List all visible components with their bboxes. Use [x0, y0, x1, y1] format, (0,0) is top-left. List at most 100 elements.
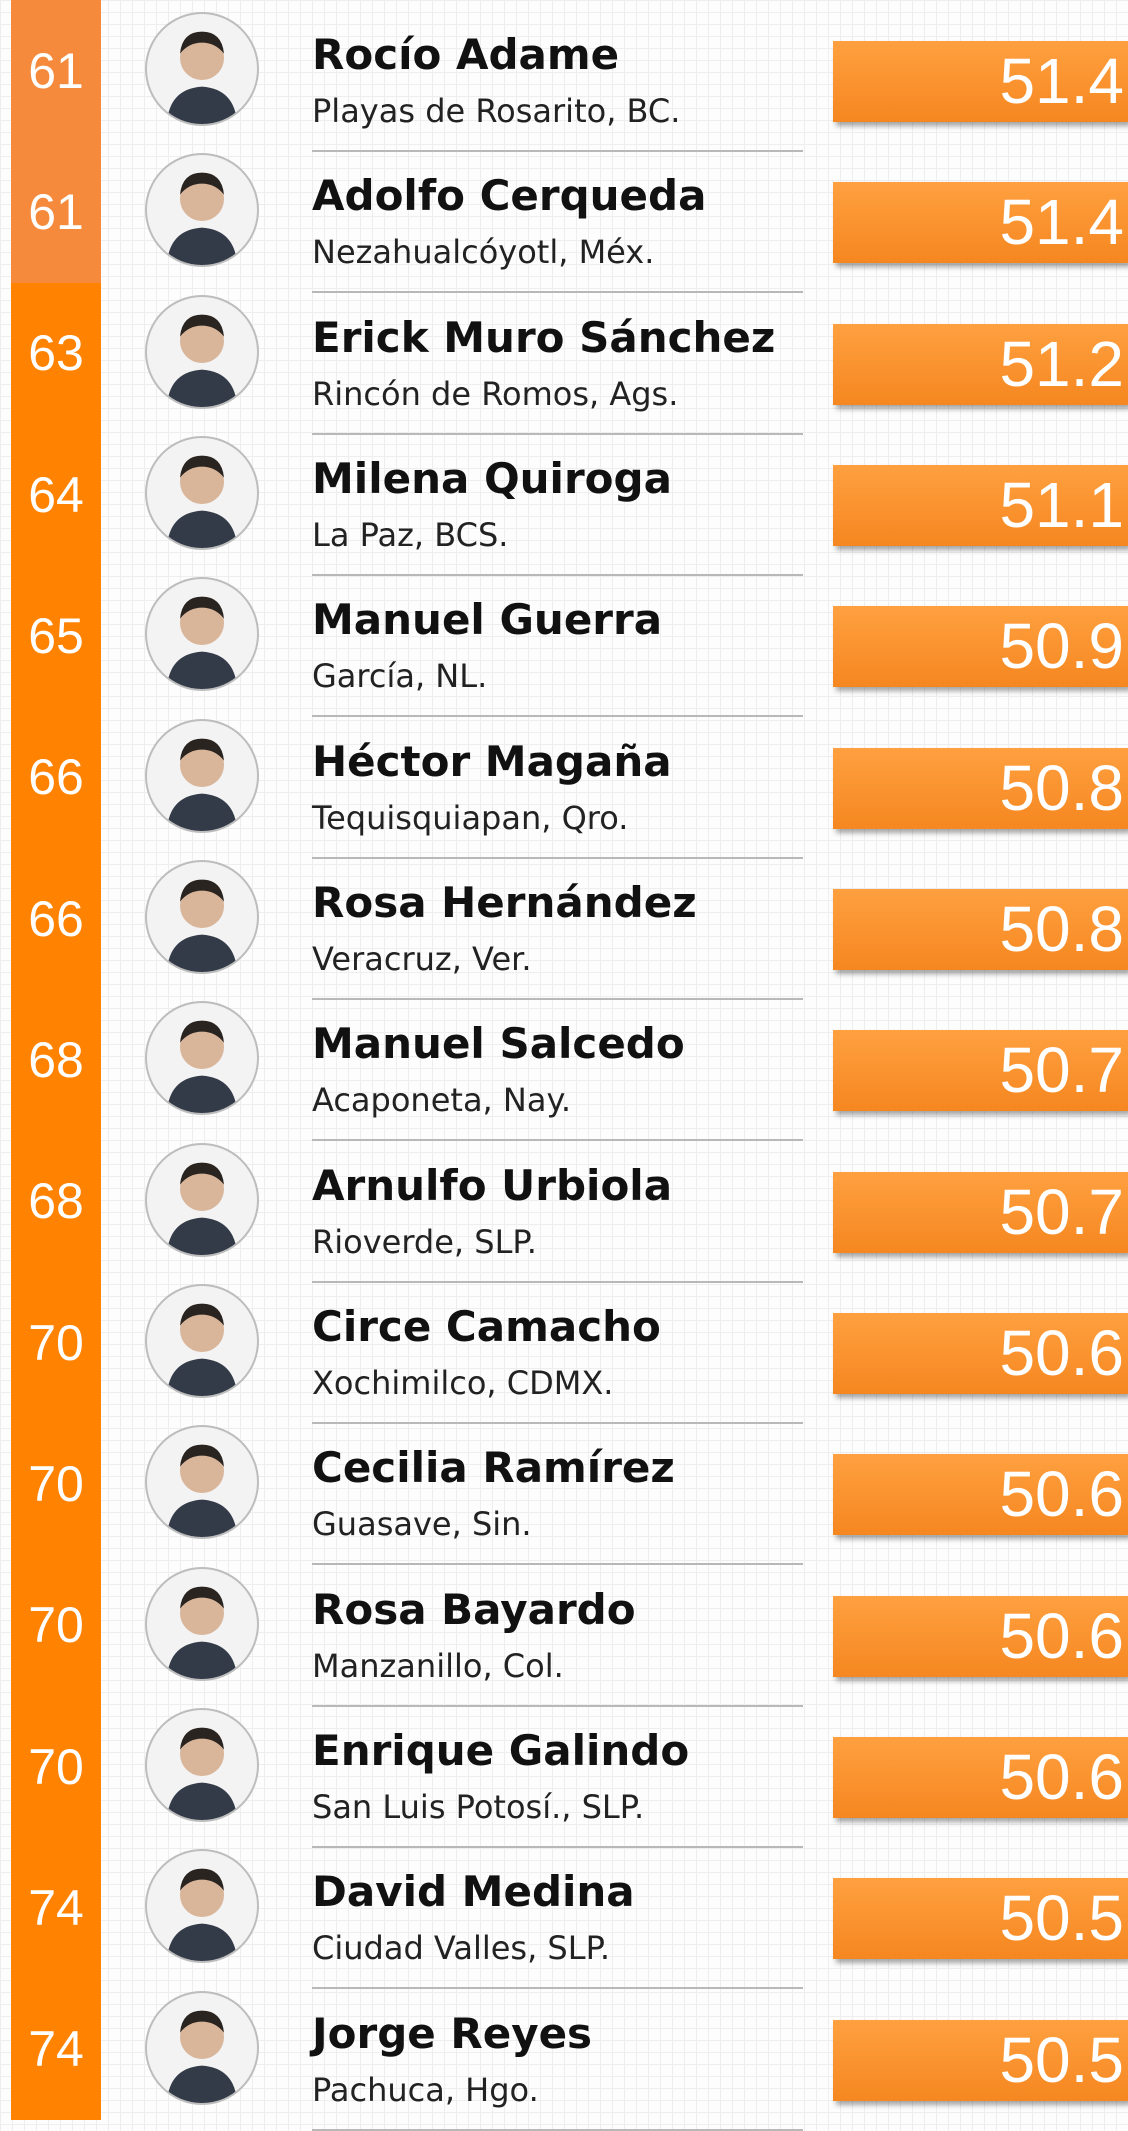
person-place: Guasave, Sin.: [312, 1505, 532, 1543]
rank-cell: 70: [11, 1413, 101, 1554]
rank-cell: 66: [11, 848, 101, 989]
rank-cell: 68: [11, 1131, 101, 1272]
person-place: Ciudad Valles, SLP.: [312, 1929, 610, 1967]
score-box: 50.8: [833, 748, 1128, 829]
page: {"rows": [ {"rank": "61", "name": "Rocío…: [0, 0, 1128, 2120]
person-name: Circe Camacho: [312, 1302, 661, 1351]
avatar-silhouette: [147, 721, 257, 831]
person-place: Nezahualcóyotl, Méx.: [312, 233, 654, 271]
rank-cell: 63: [11, 283, 101, 424]
person-place: Rioverde, SLP.: [312, 1223, 537, 1261]
score-box: 50.7: [833, 1030, 1128, 1111]
avatar-silhouette: [147, 1286, 257, 1396]
avatar: [145, 1143, 259, 1257]
person-name: Manuel Salcedo: [312, 1019, 685, 1068]
person-name: Adolfo Cerqueda: [312, 171, 706, 220]
avatar-silhouette: [147, 1145, 257, 1255]
person-name: Milena Quiroga: [312, 454, 672, 503]
score-box: 50.5: [833, 1878, 1128, 1959]
person-name: Cecilia Ramírez: [312, 1443, 675, 1492]
rank-cell: 74: [11, 1837, 101, 1978]
ranking-row: 68 Arnulfo Urbiola Rioverde, SLP. 50.7: [0, 1131, 1128, 1272]
rank-cell: 70: [11, 1272, 101, 1413]
ranking-row: 64 Milena Quiroga La Paz, BCS. 51.1: [0, 424, 1128, 565]
avatar: [145, 1001, 259, 1115]
rank-cell: 68: [11, 989, 101, 1130]
person-place: Pachuca, Hgo.: [312, 2071, 539, 2109]
avatar: [145, 295, 259, 409]
person-name: Rosa Bayardo: [312, 1585, 636, 1634]
avatar: [145, 1284, 259, 1398]
score-box: 50.5: [833, 2020, 1128, 2101]
person-name: Manuel Guerra: [312, 595, 662, 644]
score-box: 50.8: [833, 889, 1128, 970]
avatar: [145, 860, 259, 974]
score-box: 51.1: [833, 465, 1128, 546]
person-place: Manzanillo, Col.: [312, 1647, 564, 1685]
rank-cell: 74: [11, 1979, 101, 2120]
ranking-row: 65 Manuel Guerra García, NL. 50.9: [0, 565, 1128, 706]
person-place: Tequisquiapan, Qro.: [312, 799, 628, 837]
ranking-row: 61Rocío AdamePlayas de Rosarito, BC.51.4: [0, 0, 1128, 141]
person-place: Rincón de Romos, Ags.: [312, 375, 678, 413]
score-box: 50.6: [833, 1737, 1128, 1818]
avatar: [145, 577, 259, 691]
person-place: Veracruz, Ver.: [312, 940, 532, 978]
ranking-row: 66 Rosa Hernández Veracruz, Ver. 50.8: [0, 848, 1128, 989]
score-box: 50.9: [833, 606, 1128, 687]
avatar: [145, 1849, 259, 1963]
ranking-row: 74 David Medina Ciudad Valles, SLP. 50.5: [0, 1837, 1128, 1978]
rank-cell: 65: [11, 565, 101, 706]
score-box: 51.4: [833, 41, 1128, 122]
ranking-row: 70 Enrique Galindo San Luis Potosí., SLP. 5…: [0, 1696, 1128, 1837]
score-box: 51.2: [833, 324, 1128, 405]
separator: [312, 2129, 803, 2131]
person-place: La Paz, BCS.: [312, 516, 508, 554]
avatar: [145, 1425, 259, 1539]
person-name: Rosa Hernández: [312, 878, 697, 927]
avatar-silhouette: [147, 1569, 257, 1679]
ranking-row: 68 Manuel Salcedo Acaponeta, Nay. 50.7: [0, 989, 1128, 1130]
ranking-row: 74Jorge ReyesPachuca, Hgo.50.5: [0, 1979, 1128, 2120]
avatar-silhouette: [147, 1993, 257, 2103]
avatar: [145, 1708, 259, 1822]
avatar: [145, 12, 259, 126]
person-name: Arnulfo Urbiola: [312, 1161, 672, 1210]
avatar-silhouette: [147, 1710, 257, 1820]
avatar-silhouette: [147, 579, 257, 689]
ranking-row: 70 Cecilia Ramírez Guasave, Sin. 50.6: [0, 1413, 1128, 1554]
score-box: 50.6: [833, 1596, 1128, 1677]
person-name: David Medina: [312, 1867, 635, 1916]
ranking-list: 61 Rocío Adame Playas de Rosarito, BC. 51.4…: [0, 0, 1128, 2120]
person-place: Acaponeta, Nay.: [312, 1081, 571, 1119]
score-box: 51.4: [833, 182, 1128, 263]
rank-cell: 64: [11, 424, 101, 565]
person-name: Rocío Adame: [312, 30, 619, 79]
avatar-silhouette: [147, 438, 257, 548]
avatar: [145, 436, 259, 550]
score-box: 50.7: [833, 1172, 1128, 1253]
score-box: 50.6: [833, 1454, 1128, 1535]
rank-cell: 66: [11, 707, 101, 848]
ranking-row: 61 Adolfo Cerqueda Nezahualcóyotl, Méx. 51.…: [0, 141, 1128, 282]
avatar-silhouette: [147, 1003, 257, 1113]
person-name: Héctor Magaña: [312, 737, 672, 786]
person-place: García, NL.: [312, 657, 487, 695]
avatar: [145, 719, 259, 833]
ranking-row: 70 Rosa Bayardo Manzanillo, Col. 50.6: [0, 1555, 1128, 1696]
person-place: San Luis Potosí., SLP.: [312, 1788, 644, 1826]
person-place: Xochimilco, CDMX.: [312, 1364, 613, 1402]
avatar-silhouette: [147, 862, 257, 972]
person-name: Enrique Galindo: [312, 1726, 689, 1775]
avatar-silhouette: [147, 1851, 257, 1961]
avatar-silhouette: [147, 155, 257, 265]
person-place: Playas de Rosarito, BC.: [312, 92, 680, 130]
rank-cell: 61: [11, 141, 101, 282]
avatar-silhouette: [147, 297, 257, 407]
avatar-silhouette: [147, 14, 257, 124]
rank-cell: 70: [11, 1555, 101, 1696]
rank-cell: 70: [11, 1696, 101, 1837]
avatar: [145, 1991, 259, 2105]
avatar: [145, 153, 259, 267]
